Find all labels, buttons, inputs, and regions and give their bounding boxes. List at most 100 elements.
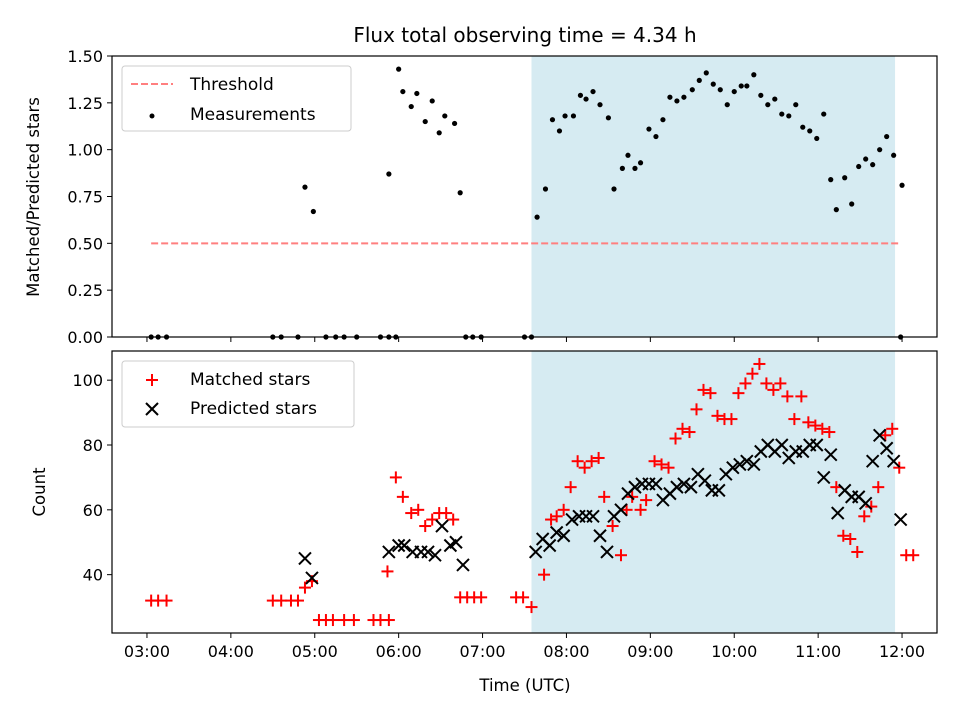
x-axis-label: Time (UTC) xyxy=(478,676,570,695)
matched-star-point xyxy=(571,455,584,468)
predicted-star-point xyxy=(565,512,579,527)
x-tick-label: 07:00 xyxy=(459,642,505,661)
top-legend: Threshold Measurements xyxy=(121,65,352,132)
measurement-point xyxy=(877,147,883,153)
matched-star-point xyxy=(396,490,409,503)
measurement-point xyxy=(637,160,644,166)
matched-star-point xyxy=(382,614,395,627)
matched-star-point xyxy=(662,461,675,474)
measurement-point xyxy=(724,102,730,108)
matched-star-point xyxy=(326,614,339,627)
matched-star-point xyxy=(809,419,822,432)
x-tick-label: 06:00 xyxy=(376,642,422,661)
legend-predicted-label: Predicted stars xyxy=(190,399,317,419)
predicted-star-point xyxy=(858,496,873,511)
predicted-star-point xyxy=(593,529,607,543)
measurement-point xyxy=(863,156,869,162)
predicted-star-point xyxy=(747,457,761,472)
measurement-point xyxy=(758,92,764,98)
measurement-point xyxy=(717,87,723,93)
measurement-point xyxy=(674,98,680,104)
matched-star-point xyxy=(753,357,766,370)
measurement-point xyxy=(302,184,308,190)
measurement-point xyxy=(590,88,596,95)
measurement-point xyxy=(884,133,890,140)
matched-star-point xyxy=(440,507,453,520)
x-tick-label: 04:00 xyxy=(208,642,254,661)
predicted-star-point xyxy=(542,538,557,553)
measurement-point xyxy=(710,81,716,87)
y-tick-label: 0.00 xyxy=(67,328,103,347)
matched-star-point xyxy=(886,422,899,435)
measurement-point xyxy=(619,165,625,171)
matched-star-point xyxy=(426,513,439,526)
matched-star-point xyxy=(802,416,815,429)
x-tick-label: 12:00 xyxy=(879,642,925,661)
measurement-point xyxy=(386,171,392,177)
y-tick-label: 0.50 xyxy=(67,234,103,253)
predicted-star-point xyxy=(305,571,319,585)
matched-star-point xyxy=(517,591,530,604)
bottom-legend-box xyxy=(121,360,355,428)
matched-star-point xyxy=(614,549,627,562)
predicted-star-point xyxy=(382,545,396,559)
predicted-star-point xyxy=(684,480,698,494)
predicted-star-point xyxy=(712,483,726,498)
x-tick-label: 09:00 xyxy=(627,642,673,661)
matched-star-point xyxy=(381,565,394,578)
measurement-point xyxy=(583,96,589,102)
matched-star-point xyxy=(525,601,538,614)
matched-star-point xyxy=(690,403,703,416)
measurement-point xyxy=(696,77,702,83)
top-legend-box xyxy=(121,65,352,132)
x-tick-label: 03:00 xyxy=(124,642,170,661)
top-y-axis-label: Matched/Predicted stars xyxy=(24,97,43,297)
measurement-point xyxy=(731,88,737,95)
matched-star-point xyxy=(585,455,598,468)
predicted-star-point xyxy=(817,470,831,485)
measurement-point xyxy=(779,111,785,117)
measurement-point xyxy=(738,83,744,89)
chart-title: Flux total observing time = 4.34 h xyxy=(353,23,696,47)
measurement-point xyxy=(396,66,402,72)
x-tick-label: 10:00 xyxy=(711,642,757,661)
measurement-point xyxy=(772,96,778,102)
measurement-point xyxy=(689,87,695,93)
measurement-point xyxy=(660,117,666,123)
matched-star-point xyxy=(844,533,857,545)
measurement-point xyxy=(786,113,792,119)
bottom-x-axis: 03:00 04:00 05:00 06:00 07:00 08:00 09:00 10:00… xyxy=(124,633,925,661)
legend-measurements-label: Measurements xyxy=(190,105,316,125)
matched-star-point xyxy=(683,426,696,439)
predicted-star-point xyxy=(775,438,789,452)
predicted-star-point xyxy=(879,441,894,455)
matched-star-point xyxy=(704,387,717,400)
matched-star-point xyxy=(893,461,906,474)
matched-star-point xyxy=(858,510,871,523)
predicted-star-point xyxy=(600,545,614,559)
measurement-point xyxy=(625,152,631,158)
matched-star-point xyxy=(592,451,605,464)
matched-star-point xyxy=(564,481,577,494)
matched-star-point xyxy=(851,545,864,558)
matched-star-point xyxy=(725,413,738,426)
matched-star-point xyxy=(298,581,311,594)
matched-star-point xyxy=(419,520,432,533)
matched-star-point xyxy=(648,455,661,468)
predicted-star-point xyxy=(698,473,712,488)
predicted-star-point xyxy=(670,480,684,494)
measurement-point xyxy=(457,190,463,196)
predicted-star-point xyxy=(298,551,312,566)
matched-star-point xyxy=(732,387,745,400)
predicted-star-point xyxy=(726,460,740,475)
top-x-axis-ticks xyxy=(146,337,903,342)
legend-predicted-swatch xyxy=(145,402,159,416)
measurement-point xyxy=(605,115,611,121)
measurement-point xyxy=(751,72,757,78)
predicted-star-point xyxy=(893,512,908,527)
bottom-axes-frame xyxy=(111,350,938,634)
x-tick-label: 11:00 xyxy=(795,642,841,661)
measurement-point xyxy=(849,201,855,207)
observing-window-shade xyxy=(531,56,896,337)
